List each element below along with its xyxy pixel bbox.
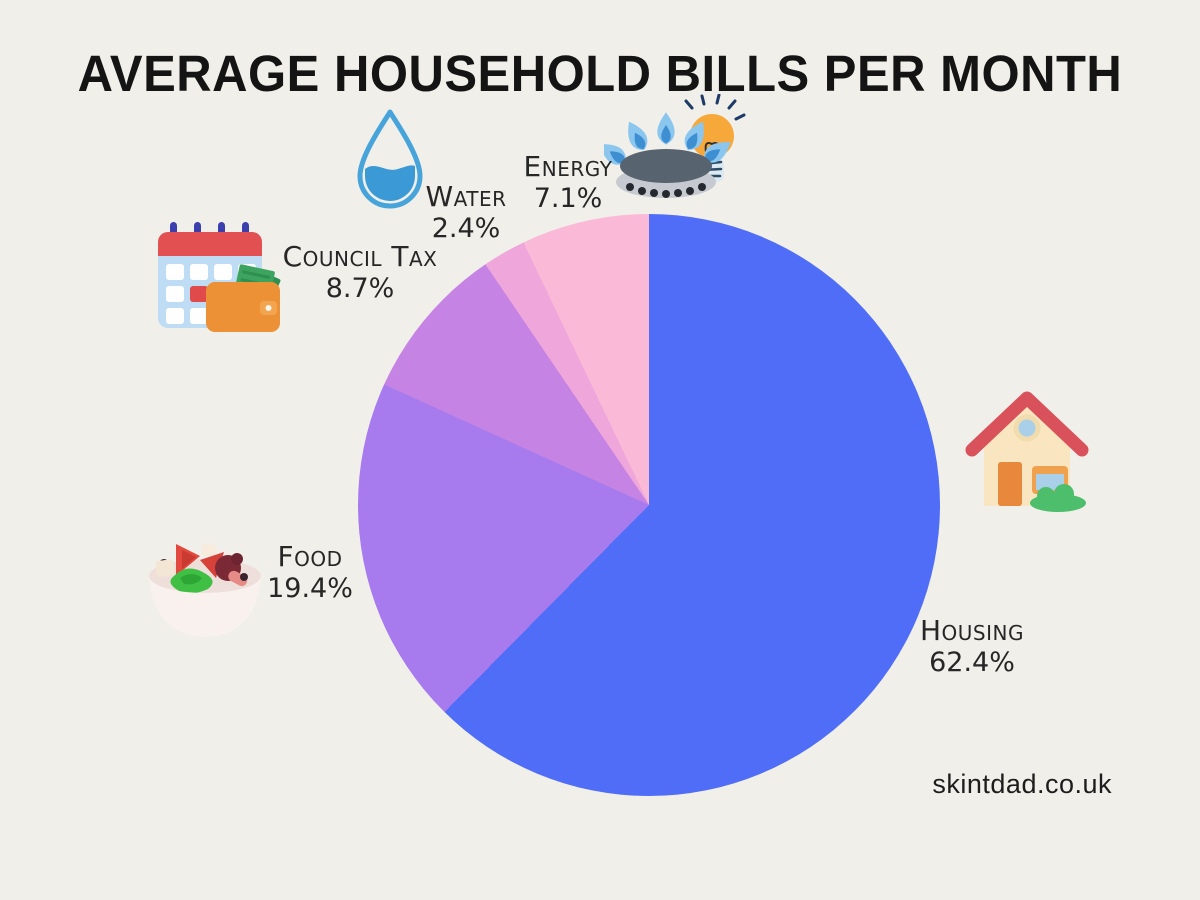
house-icon (965, 391, 1089, 512)
slice-label-energy: Energy 7.1% (523, 150, 613, 215)
calendar-wallet-icon (158, 222, 281, 332)
pie-chart (358, 214, 940, 796)
slice-label-water: Water 2.4% (425, 180, 507, 245)
gas-burner-bulb-icon (604, 94, 746, 198)
bush (1030, 484, 1086, 512)
watermark-text: skintdad.co.uk (932, 769, 1112, 799)
salad-contents (155, 543, 248, 594)
round-window (1013, 414, 1041, 442)
chart-title: AVERAGE HOUSEHOLD BILLS PER MONTH (77, 45, 1123, 103)
water-drop-icon (357, 109, 423, 209)
door (998, 462, 1022, 506)
wallet (206, 264, 281, 332)
gas-flames (604, 112, 731, 165)
slice-label-council-tax: Council Tax 8.7% (282, 240, 438, 305)
burner-dots (626, 183, 706, 198)
front-window (1032, 466, 1068, 494)
bulb-rays (684, 94, 746, 121)
slice-label-food: Food 19.4% (267, 540, 353, 605)
slice-label-housing: Housing 62.4% (920, 614, 1024, 679)
food-bowl-icon (149, 543, 261, 637)
